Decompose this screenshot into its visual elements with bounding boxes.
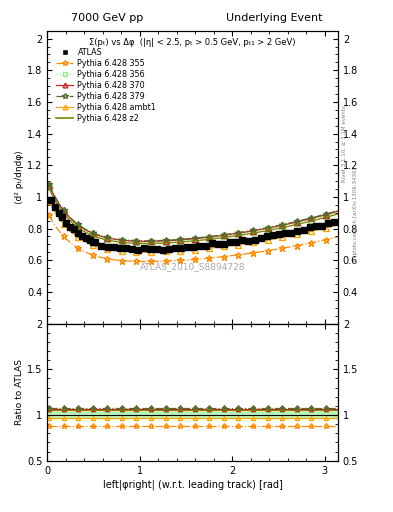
Text: Rivet 3.1.10, ≥ 3.1M events: Rivet 3.1.10, ≥ 3.1M events: [342, 105, 346, 182]
X-axis label: left|φright| (w.r.t. leading track) [rad]: left|φright| (w.r.t. leading track) [rad…: [103, 480, 283, 490]
Text: 7000 GeV pp: 7000 GeV pp: [71, 13, 143, 23]
Text: mcplots.cern.ch [arXiv:1306.3436]: mcplots.cern.ch [arXiv:1306.3436]: [353, 167, 358, 263]
Y-axis label: Ratio to ATLAS: Ratio to ATLAS: [15, 359, 24, 425]
Text: Underlying Event: Underlying Event: [226, 13, 322, 23]
Bar: [47, 412, 338, 418]
Text: ATLAS_2010_S8894728: ATLAS_2010_S8894728: [140, 262, 245, 271]
Text: Σ(pₜ) vs Δφ  (|η| < 2.5, pₜ > 0.5 GeV, pₜ₁ > 2 GeV): Σ(pₜ) vs Δφ (|η| < 2.5, pₜ > 0.5 GeV, pₜ…: [89, 38, 296, 47]
Legend: ATLAS, Pythia 6.428 355, Pythia 6.428 356, Pythia 6.428 370, Pythia 6.428 379, P: ATLAS, Pythia 6.428 355, Pythia 6.428 35…: [54, 47, 158, 125]
Y-axis label: ⟨d² pₜ/dηdφ⟩: ⟨d² pₜ/dηdφ⟩: [15, 150, 24, 204]
